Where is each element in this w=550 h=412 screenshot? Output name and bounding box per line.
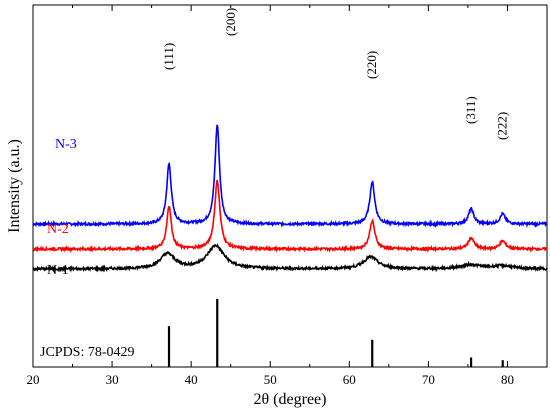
plot-frame — [32, 4, 548, 368]
peak-label: (220) — [364, 51, 379, 79]
x-tick-label: 30 — [106, 372, 119, 387]
x-tick-label: 40 — [185, 372, 198, 387]
peak-label: (311) — [463, 96, 478, 124]
series-line-n-1 — [32, 243, 548, 273]
series-label-n-1: N-1 — [47, 263, 69, 278]
series-label-n-2: N-2 — [47, 222, 69, 237]
y-axis-label: Intensity (a.u.) — [6, 139, 23, 233]
series-group — [32, 124, 548, 273]
peak-label: (200) — [223, 8, 238, 36]
peak-label: (111) — [161, 43, 176, 70]
series-line-n-3 — [32, 124, 548, 229]
series-label-n-3: N-3 — [55, 137, 77, 152]
series-labels: N-3 N-2 N-1 — [47, 137, 77, 278]
x-ticks: 20 30 40 50 60 70 80 — [27, 5, 548, 387]
x-tick-label: 50 — [264, 372, 277, 387]
peak-labels: (111) (200) (220) (311) (222) — [161, 8, 510, 140]
reference-group — [167, 299, 504, 367]
x-tick-label: 70 — [422, 372, 435, 387]
x-axis-label: 2θ (degree) — [254, 391, 327, 408]
x-tick-label: 80 — [501, 372, 514, 387]
x-tick-label: 60 — [343, 372, 356, 387]
peak-label: (222) — [495, 112, 510, 140]
reference-label: JCPDS: 78-0429 — [40, 345, 135, 360]
series-line-n-2 — [32, 179, 548, 254]
x-tick-label: 20 — [27, 372, 40, 387]
